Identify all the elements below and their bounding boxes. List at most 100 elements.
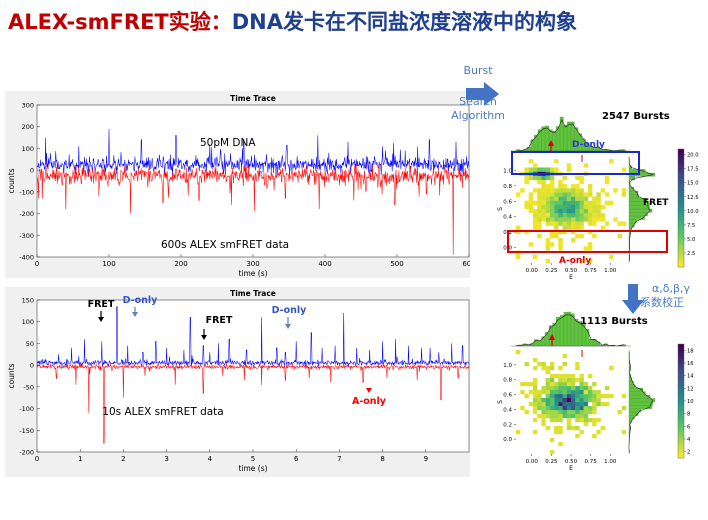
y-axis-label: counts: [7, 168, 16, 193]
red-up-arrow-icon: [549, 334, 555, 340]
colorbar-segment: [678, 352, 684, 356]
hex-bin: [549, 382, 555, 387]
correction-label: α,δ,β,γ 系数校正: [640, 282, 708, 310]
hex-bin: [566, 209, 572, 214]
hex-bin: [537, 179, 542, 185]
hex-bin: [541, 366, 546, 371]
hex-bin: [516, 350, 521, 355]
s-histogram-bar: [628, 205, 650, 209]
e-histogram-bar: [541, 336, 546, 347]
hex-bin: [532, 402, 538, 407]
hex-bin: [541, 196, 546, 201]
colorbar-segment: [678, 169, 684, 173]
colorbar-segment: [678, 252, 684, 256]
hex-bin: [579, 398, 584, 403]
hex-bin: [558, 394, 563, 399]
algorithm-label-line: Search: [459, 94, 497, 108]
hex-bin: [528, 159, 534, 164]
hex-bin: [537, 402, 542, 407]
hex-bin: [528, 200, 534, 206]
hex-bin: [562, 398, 567, 403]
e-histogram-bar: [552, 322, 557, 347]
colorbar-segment: [678, 423, 684, 427]
hex-bin: [579, 221, 584, 226]
hex-bin: [549, 390, 555, 395]
hex-bin: [549, 362, 555, 367]
colorbar-segment: [678, 366, 684, 370]
hex-bin: [516, 192, 521, 197]
correction-label-line: 系数校正: [640, 296, 684, 309]
colorbar-segment: [678, 181, 684, 185]
hex-bin: [549, 406, 555, 411]
hex-bin: [541, 390, 546, 395]
hex-bin: [524, 410, 529, 415]
y-tick-label: 0.6: [503, 199, 512, 205]
hex-bin: [537, 362, 542, 367]
e-histogram-bar: [545, 332, 549, 347]
x-axis-label: time (s): [238, 464, 267, 473]
hex-bin: [596, 209, 601, 214]
hex-bin: [554, 414, 559, 419]
x-tick-label: 600: [462, 260, 470, 268]
e-histogram-bar: [563, 125, 568, 152]
hex-bin: [545, 204, 551, 210]
hex-bin: [617, 410, 622, 415]
colorbar-segment: [678, 228, 684, 232]
hex-bin: [562, 390, 567, 395]
hex-bin: [558, 242, 563, 247]
hex-bin: [524, 204, 529, 210]
y-tick-label: -300: [19, 232, 34, 240]
hex-bin: [571, 398, 576, 403]
hex-bin: [579, 217, 584, 222]
hex-bin: [592, 209, 597, 214]
annotation-concentration: 50pM DNA: [200, 137, 256, 149]
hex-bin: [524, 167, 529, 172]
hex-bin: [524, 175, 529, 181]
hex-bin: [562, 175, 567, 181]
hex-bin: [575, 196, 580, 201]
hex-bin: [554, 418, 559, 423]
donly-region-label: D-only: [572, 140, 605, 150]
hex-bin: [562, 402, 567, 407]
hex-bin: [575, 192, 580, 197]
hex-bin: [554, 192, 559, 197]
hex-bin: [532, 163, 538, 168]
hex-bin: [549, 175, 555, 181]
colorbar-segment: [678, 187, 684, 191]
x-tick-label: 300: [246, 260, 259, 268]
s-density-line: [628, 156, 654, 262]
hex-bin: [566, 192, 572, 197]
s-histogram-bar: [628, 384, 636, 388]
hex-bin: [562, 354, 567, 359]
x-tick-label: 0: [35, 455, 39, 463]
colorbar-segment: [678, 258, 684, 262]
hex-bin: [609, 394, 614, 399]
colorbar-segment: [678, 149, 684, 153]
s-histogram-bar: [628, 194, 640, 199]
hex-bin: [592, 204, 597, 210]
hex-bin: [545, 426, 551, 431]
hex-bin: [600, 225, 606, 230]
x-tick-label: 4: [208, 455, 213, 463]
x-tick-label: 5: [251, 455, 255, 463]
colorbar-segment: [678, 415, 684, 419]
colorbar-segment: [678, 398, 684, 402]
hex-bin: [558, 374, 563, 379]
slide-title: ALEX-smFRET实验：DNA发卡在不同盐浓度溶液中的构象: [8, 6, 708, 36]
hex-bin: [532, 398, 538, 403]
colorbar-segment: [678, 409, 684, 413]
hex-bin: [596, 200, 601, 206]
x-axis-label: time (s): [238, 269, 267, 278]
hex-bin: [587, 374, 593, 379]
hex-bin: [520, 406, 525, 411]
hex-bin: [528, 175, 534, 181]
hex-bin: [554, 204, 559, 210]
hex-bin: [558, 200, 563, 206]
hex-bin: [562, 374, 567, 379]
hex-bin: [571, 426, 576, 431]
hex-bin: [541, 362, 546, 367]
hex-bin: [562, 414, 567, 419]
hex-bin: [541, 217, 546, 222]
hex-bin: [617, 233, 622, 239]
s-histogram-bar: [628, 208, 653, 213]
